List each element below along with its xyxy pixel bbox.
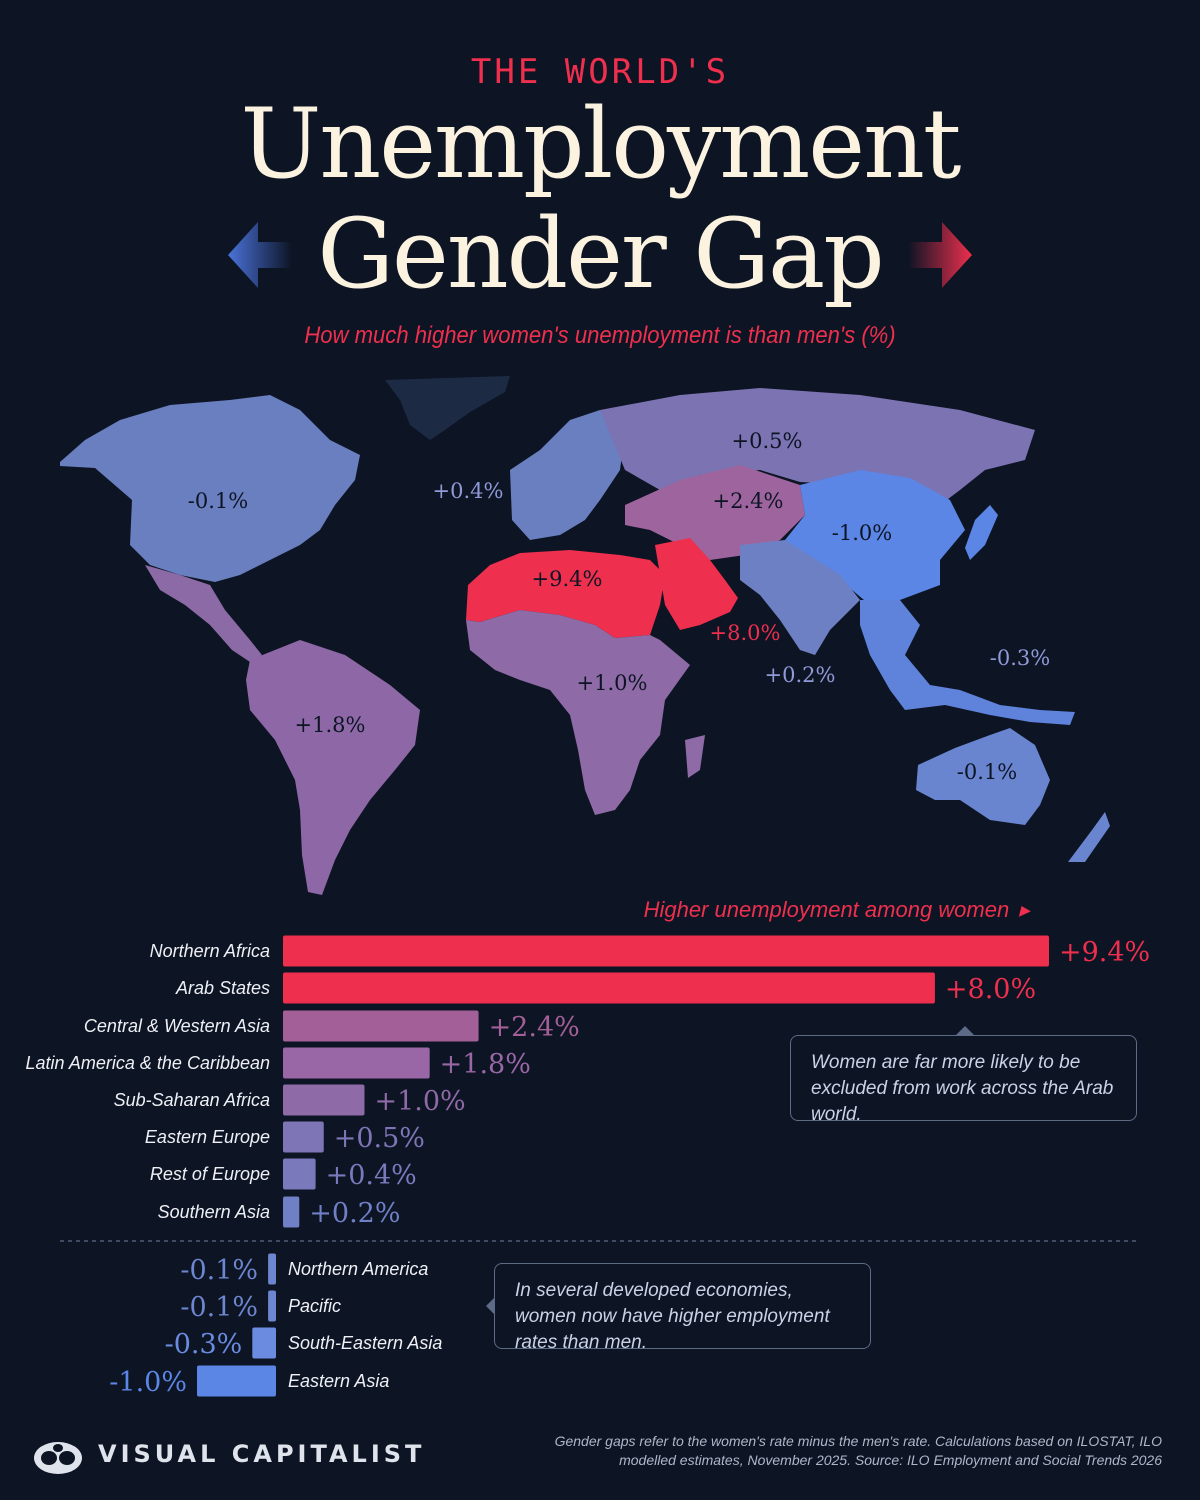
right-arrow-icon — [908, 222, 972, 288]
kicker: THE WORLD'S — [470, 52, 730, 92]
bar-header-label: Higher unemployment among women — [643, 897, 1010, 922]
bar-10 — [252, 1327, 276, 1359]
value-label-0: +9.4% — [1059, 937, 1150, 968]
region-eastern-europe — [600, 388, 1035, 505]
bar-11 — [197, 1365, 276, 1397]
region-southern-asia — [740, 540, 860, 655]
region-arab-states — [655, 538, 738, 630]
region-new-zealand — [1068, 812, 1110, 862]
region-central-america — [145, 565, 262, 662]
left-arrow-icon — [228, 222, 292, 288]
map-label-southern-asia: +0.2% — [765, 663, 836, 687]
map-label-northern-america: -0.1% — [188, 489, 248, 513]
logo-icon — [34, 1442, 82, 1474]
callout-developed: In several developed economies, women no… — [494, 1263, 871, 1353]
map-label-central-western-asia: +2.4% — [713, 489, 784, 513]
world-map: -0.1% +0.4% +0.5% +2.4% -1.0% +9.4% +8.0… — [60, 376, 1110, 895]
region-japan — [965, 505, 998, 560]
bar-9 — [268, 1290, 276, 1322]
map-label-arab-states: +8.0% — [710, 621, 781, 645]
region-south-eastern-asia — [860, 600, 1075, 725]
category-label-8: Northern America — [288, 1259, 428, 1279]
category-label-10: South-Eastern Asia — [288, 1333, 442, 1353]
value-label-1: +8.0% — [945, 974, 1036, 1005]
map-label-sub-saharan-africa: +1.0% — [577, 671, 648, 695]
bar-0 — [283, 935, 1049, 967]
category-label-4: Sub-Saharan Africa — [114, 1090, 270, 1110]
callout-pointer-developed — [486, 1298, 494, 1314]
value-label-3: +1.8% — [440, 1049, 531, 1080]
region-central-western-asia — [625, 465, 805, 560]
category-label-6: Rest of Europe — [150, 1164, 270, 1184]
region-northern-africa — [466, 550, 665, 638]
region-pacific — [916, 728, 1050, 825]
category-label-2: Central & Western Asia — [84, 1016, 270, 1036]
region-rest-of-europe — [510, 410, 625, 540]
category-label-3: Latin America & the Caribbean — [26, 1053, 270, 1073]
region-madagascar — [685, 735, 705, 778]
bar-4 — [283, 1084, 365, 1116]
map-label-pacific: -0.1% — [957, 760, 1017, 784]
bar-3 — [283, 1047, 430, 1079]
bar-1 — [283, 972, 935, 1004]
map-label-northern-africa: +9.4% — [532, 567, 603, 591]
value-label-6: +0.4% — [326, 1160, 417, 1191]
bar-header: Higher unemployment among women ▶ — [644, 897, 1030, 923]
category-label-9: Pacific — [288, 1296, 341, 1316]
value-label-9: -0.1% — [180, 1292, 258, 1323]
footnote: Gender gaps refer to the women's rate mi… — [554, 1433, 1162, 1468]
map-label-eastern-europe: +0.5% — [732, 429, 803, 453]
page-title-line1: Unemployment — [240, 88, 961, 200]
value-label-2: +2.4% — [489, 1012, 580, 1043]
category-label-1: Arab States — [175, 978, 270, 998]
category-label-0: Northern Africa — [150, 941, 270, 961]
value-label-4: +1.0% — [374, 1086, 465, 1117]
bar-8 — [268, 1253, 276, 1285]
value-label-11: -1.0% — [109, 1367, 187, 1398]
callout-arab: Women are far more likely to be excluded… — [790, 1035, 1137, 1125]
map-label-latin-america: +1.8% — [295, 713, 366, 737]
category-label-11: Eastern Asia — [288, 1371, 389, 1391]
category-label-5: Eastern Europe — [145, 1127, 270, 1147]
bar-5 — [283, 1121, 324, 1153]
region-sub-saharan-africa — [466, 610, 690, 815]
bar-7 — [283, 1196, 300, 1228]
category-label-7: Southern Asia — [158, 1202, 270, 1222]
value-label-10: -0.3% — [165, 1329, 243, 1360]
value-label-8: -0.1% — [180, 1255, 258, 1286]
map-label-south-eastern-asia: -0.3% — [990, 646, 1050, 670]
value-label-7: +0.2% — [309, 1198, 400, 1229]
bar-2 — [283, 1010, 479, 1042]
value-label-5: +0.5% — [334, 1123, 425, 1154]
right-triangle-icon: ▶ — [1019, 902, 1030, 918]
callout-pointer-arab — [955, 1026, 975, 1036]
page-title-line2: Gender Gap — [317, 198, 884, 310]
region-greenland — [385, 376, 510, 440]
brand-name: VISUAL CAPITALIST — [98, 1440, 426, 1468]
region-latin-america — [246, 640, 420, 895]
region-northern-america — [60, 395, 360, 582]
subtitle: How much higher women's unemployment is … — [304, 322, 896, 349]
map-label-eastern-asia: -1.0% — [832, 521, 892, 545]
bar-6 — [283, 1158, 316, 1190]
map-label-rest-of-europe: +0.4% — [433, 479, 504, 503]
